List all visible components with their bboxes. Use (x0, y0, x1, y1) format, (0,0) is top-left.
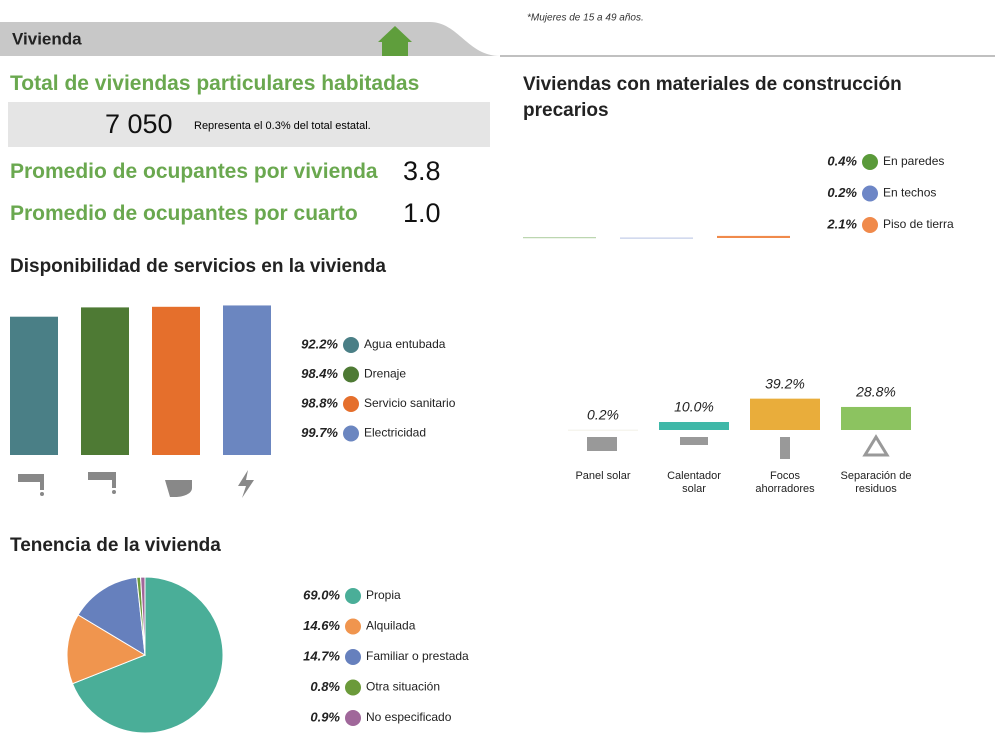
legend-value: 0.8% (310, 679, 340, 694)
legend-value: 99.7% (301, 425, 338, 440)
chart-title: Viviendas con materiales de construcción… (523, 74, 902, 121)
legend-swatch (345, 588, 361, 604)
stat-label: Promedio de ocupantes por vivienda (10, 160, 378, 183)
eco-icons (587, 434, 890, 459)
legend-label: En techos (883, 186, 936, 200)
legend-value: 0.9% (310, 709, 340, 724)
pie-slice (71, 576, 224, 733)
category-label: Panel solar (575, 470, 631, 482)
note: *Mujeres de 15 a 49 años. (527, 13, 644, 24)
legend-value: 98.4% (301, 366, 338, 381)
pie-slice (77, 576, 146, 656)
legend-label: Piso de tierra (883, 217, 954, 231)
bar (81, 307, 129, 455)
legend-swatch (343, 337, 359, 353)
legend-value: 0.2% (827, 185, 857, 200)
legend-swatch (345, 679, 361, 696)
legend-value: 14.6% (303, 618, 340, 633)
category-label: Focos ahorradores (755, 470, 815, 495)
stat-value: 3.8 (403, 156, 441, 186)
legend-swatch (345, 618, 361, 635)
bar (750, 398, 820, 430)
legend-label: Drenaje (364, 367, 406, 381)
service-icons (18, 470, 254, 498)
legend-swatch (343, 396, 359, 412)
value-label: 0.2% (587, 407, 619, 423)
bar (568, 429, 638, 431)
legend-label: No especificado (366, 710, 452, 724)
legend-label: Electricidad (364, 426, 426, 440)
pie-slice (66, 614, 147, 685)
legend-swatch (345, 649, 361, 665)
category-label: Separación de residuos (840, 470, 912, 495)
bar (717, 235, 790, 238)
legend-swatch (343, 425, 359, 442)
total-value: 7 050 (105, 109, 173, 139)
legend-value: 98.8% (301, 395, 338, 410)
header-title: Vivienda (12, 29, 82, 48)
total-box (8, 102, 490, 147)
legend-swatch (862, 154, 878, 170)
category-label: Calentador solar (667, 470, 721, 495)
legend-value: 69.0% (303, 587, 340, 602)
legend-swatch (862, 185, 878, 202)
legend-label: En paredes (883, 154, 944, 168)
house-icon (378, 26, 412, 56)
legend-swatch (862, 217, 878, 233)
legend-label: Propia (366, 588, 401, 602)
pie-slice (140, 576, 146, 656)
stat-label: Promedio de ocupantes por cuarto (10, 202, 358, 225)
bar (659, 422, 729, 430)
legend-value: 2.1% (826, 216, 857, 231)
legend-label: Agua entubada (364, 337, 446, 351)
bar (841, 406, 911, 430)
legend-label: Servicio sanitario (364, 396, 456, 410)
bar (620, 237, 693, 239)
header-band (0, 22, 500, 56)
legend-value: 0.4% (827, 153, 857, 168)
legend-value: 14.7% (303, 648, 340, 663)
bar (10, 316, 58, 455)
value-label: 39.2% (765, 375, 805, 391)
legend-value: 92.2% (301, 336, 338, 351)
legend-label: Otra situación (366, 680, 440, 694)
stat-value: 1.0 (403, 198, 441, 228)
legend-label: Alquilada (366, 619, 416, 633)
bar (523, 237, 596, 239)
value-label: 10.0% (674, 399, 714, 415)
legend-swatch (343, 366, 359, 383)
total-label: Total de viviendas particulares habitada… (10, 72, 420, 95)
value-label: 28.8% (855, 384, 896, 400)
legend-label: Familiar o prestada (366, 649, 469, 663)
bar (152, 306, 200, 455)
bar (223, 305, 271, 455)
chart-title: Disponibilidad de servicios en la vivien… (10, 256, 386, 277)
legend-swatch (345, 710, 361, 726)
total-note: Representa el 0.3% del total estatal. (194, 120, 371, 132)
chart-title: Tenencia de la vivienda (10, 535, 221, 556)
